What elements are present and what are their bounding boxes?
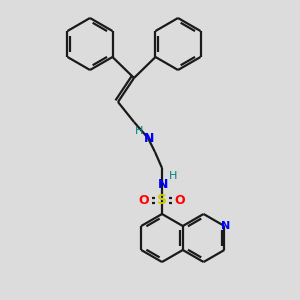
Text: S: S bbox=[157, 193, 167, 207]
Text: O: O bbox=[139, 194, 149, 206]
Text: H: H bbox=[135, 126, 143, 136]
Text: N: N bbox=[221, 221, 230, 231]
Text: N: N bbox=[144, 131, 154, 145]
Text: H: H bbox=[169, 171, 177, 181]
Text: O: O bbox=[175, 194, 185, 206]
Text: N: N bbox=[158, 178, 168, 191]
